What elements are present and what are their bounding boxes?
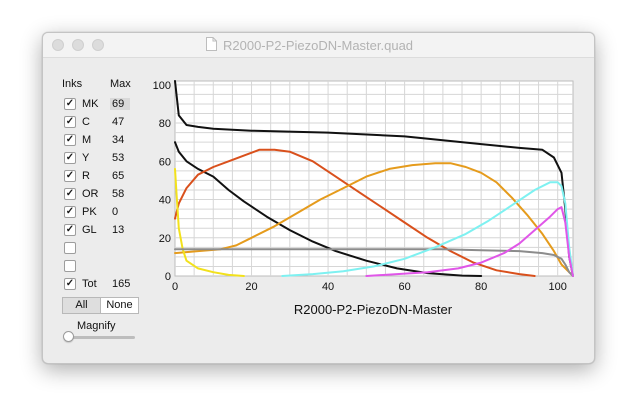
ink-checkbox[interactable]: ✓	[64, 134, 76, 146]
x-tick-label: 0	[172, 281, 178, 293]
ink-checkbox[interactable]: ✓	[64, 98, 76, 110]
ink-max-value[interactable]: 0	[112, 206, 119, 218]
ink-checkbox[interactable]: ✓	[64, 278, 76, 290]
close-window-button[interactable]	[52, 39, 64, 51]
ink-max-value[interactable]: 165	[112, 278, 131, 290]
max-header: Max	[110, 78, 131, 90]
y-tick-label: 0	[165, 271, 171, 283]
ink-max-value[interactable]: 58	[112, 188, 125, 200]
ink-max-value[interactable]: 65	[112, 170, 125, 182]
chart-title: R2000-P2-PiezoDN-Master	[294, 302, 453, 317]
ink-name: R	[82, 170, 90, 182]
ink-max-value[interactable]: 34	[112, 134, 125, 146]
series-line-5	[174, 248, 574, 277]
ink-checkbox[interactable]: ✓	[64, 170, 76, 182]
minimize-window-button[interactable]	[72, 39, 84, 51]
x-tick-label: 60	[398, 281, 410, 293]
magnify-label: Magnify	[77, 320, 116, 332]
series-line-2	[174, 148, 536, 277]
ink-checkbox[interactable]: ✓	[64, 152, 76, 164]
x-tick-label: 20	[245, 281, 257, 293]
series-line-4	[174, 167, 245, 277]
x-tick-label: 40	[322, 281, 334, 293]
ink-max-value[interactable]: 69	[110, 98, 131, 110]
ink-name: Y	[82, 152, 90, 164]
ink-max-value[interactable]: 47	[112, 116, 125, 128]
ink-checkbox[interactable]	[64, 260, 76, 272]
ink-name: M	[82, 134, 92, 146]
app-window: R2000-P2-PiezoDN-Master.quad Inks Max Al…	[42, 32, 595, 364]
y-tick-label: 40	[159, 195, 171, 207]
ink-checkbox[interactable]	[64, 242, 76, 254]
ink-name: Tot	[82, 278, 97, 290]
x-tick-labels: 0 20 40 60 80 100	[172, 281, 567, 293]
series-line-3	[174, 162, 574, 277]
ink-name: GL	[82, 224, 97, 236]
ink-name: C	[82, 116, 90, 128]
ink-checkbox[interactable]: ✓	[64, 206, 76, 218]
x-tick-label: 80	[475, 281, 487, 293]
title-bar: R2000-P2-PiezoDN-Master.quad	[43, 33, 594, 58]
ink-max-value[interactable]: 53	[112, 152, 125, 164]
series-line-7	[365, 206, 574, 277]
y-tick-label: 20	[159, 233, 171, 245]
magnify-slider-knob[interactable]	[63, 331, 74, 342]
ink-name: MK	[82, 98, 99, 110]
y-tick-labels: 0 20 40 60 80 100	[153, 80, 171, 283]
inks-header: Inks	[62, 78, 83, 90]
ink-checkbox[interactable]: ✓	[64, 116, 76, 128]
x-tick-label: 100	[549, 281, 567, 293]
zoom-window-button[interactable]	[92, 39, 104, 51]
document-icon	[206, 37, 217, 51]
none-button[interactable]: None	[100, 297, 139, 314]
window-title: R2000-P2-PiezoDN-Master.quad	[223, 38, 414, 53]
ink-name: PK	[82, 206, 97, 218]
y-tick-label: 60	[159, 156, 171, 168]
ink-name: OR	[82, 188, 99, 200]
y-tick-label: 80	[159, 118, 171, 130]
ink-max-value[interactable]: 13	[112, 224, 125, 236]
ink-checkbox[interactable]: ✓	[64, 188, 76, 200]
series-line-6	[281, 181, 574, 277]
ink-checkbox[interactable]: ✓	[64, 224, 76, 236]
curve-chart: 0 20 40 60 80 100 0 20 40 60 80 100 R2000-P2-Piezo…	[153, 80, 574, 317]
series-lines	[174, 80, 574, 277]
magnify-slider-track[interactable]	[65, 336, 135, 339]
y-tick-label: 100	[153, 80, 171, 92]
